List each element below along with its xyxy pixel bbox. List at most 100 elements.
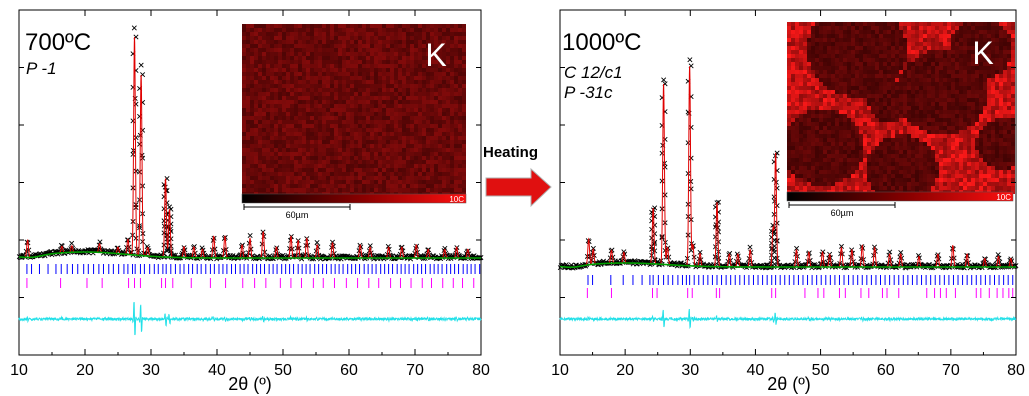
map-pixel [919, 78, 923, 82]
map-pixel [250, 124, 254, 128]
map-pixel [322, 48, 326, 52]
map-pixel [346, 24, 350, 28]
map-pixel [386, 84, 390, 88]
map-pixel [438, 140, 442, 144]
map-pixel [847, 70, 851, 74]
map-pixel [338, 72, 342, 76]
map-pixel [294, 96, 298, 100]
map-pixel [979, 118, 983, 122]
map-pixel [322, 88, 326, 92]
map-pixel [394, 184, 398, 188]
map-pixel [795, 58, 799, 62]
map-pixel [911, 126, 915, 130]
map-pixel [791, 146, 795, 150]
map-pixel [827, 118, 831, 122]
map-pixel [406, 76, 410, 80]
map-pixel [454, 60, 458, 64]
map-pixel [871, 122, 875, 126]
map-pixel [242, 144, 246, 148]
map-pixel [835, 102, 839, 106]
map-pixel [370, 164, 374, 168]
map-pixel [282, 60, 286, 64]
map-pixel [919, 94, 923, 98]
map-pixel [959, 90, 963, 94]
map-pixel [330, 36, 334, 40]
map-pixel [306, 88, 310, 92]
map-pixel [310, 28, 314, 32]
map-pixel [306, 148, 310, 152]
map-pixel [831, 98, 835, 102]
map-pixel [827, 86, 831, 90]
map-pixel [430, 96, 434, 100]
map-pixel [446, 64, 450, 68]
observed-point [97, 239, 103, 245]
map-pixel [855, 54, 859, 58]
map-pixel [823, 54, 827, 58]
map-pixel [975, 34, 979, 38]
map-pixel [951, 138, 955, 142]
map-pixel [450, 52, 454, 56]
map-pixel [446, 44, 450, 48]
map-pixel [318, 112, 322, 116]
map-pixel [863, 134, 867, 138]
map-pixel [362, 96, 366, 100]
map-pixel [326, 48, 330, 52]
map-pixel [819, 50, 823, 54]
map-pixel [847, 34, 851, 38]
map-pixel [430, 188, 434, 192]
map-pixel [406, 144, 410, 148]
map-pixel [330, 136, 334, 140]
map-pixel [871, 50, 875, 54]
map-pixel [831, 70, 835, 74]
map-pixel [462, 116, 466, 120]
map-pixel [963, 118, 967, 122]
map-pixel [290, 136, 294, 140]
map-pixel [274, 164, 278, 168]
map-pixel [298, 60, 302, 64]
map-pixel [855, 138, 859, 142]
map-pixel [386, 148, 390, 152]
map-pixel [422, 76, 426, 80]
map-pixel [999, 110, 1003, 114]
map-pixel [422, 24, 426, 28]
map-pixel [366, 164, 370, 168]
map-pixel [963, 34, 967, 38]
map-pixel [807, 142, 811, 146]
map-pixel [899, 118, 903, 122]
map-pixel [306, 128, 310, 132]
map-pixel [354, 24, 358, 28]
map-pixel [346, 152, 350, 156]
map-pixel [266, 80, 270, 84]
map-pixel [282, 76, 286, 80]
map-pixel [258, 80, 262, 84]
map-pixel [851, 38, 855, 42]
map-pixel [242, 152, 246, 156]
map-pixel [430, 88, 434, 92]
map-pixel [274, 100, 278, 104]
map-pixel [274, 48, 278, 52]
map-pixel [975, 86, 979, 90]
map-pixel [246, 96, 250, 100]
map-pixel [999, 138, 1003, 142]
map-pixel [947, 114, 951, 118]
map-pixel [791, 50, 795, 54]
map-pixel [847, 58, 851, 62]
map-pixel [967, 142, 971, 146]
map-pixel [983, 58, 987, 62]
map-pixel [458, 136, 462, 140]
map-pixel [374, 188, 378, 192]
map-pixel [1011, 110, 1015, 114]
map-pixel [430, 116, 434, 120]
map-pixel [350, 36, 354, 40]
map-pixel [446, 96, 450, 100]
map-pixel [871, 138, 875, 142]
map-pixel [350, 184, 354, 188]
map-pixel [458, 56, 462, 60]
map-pixel [815, 134, 819, 138]
map-pixel [995, 134, 999, 138]
map-pixel [859, 110, 863, 114]
map-pixel [286, 64, 290, 68]
map-pixel [418, 40, 422, 44]
map-pixel [891, 114, 895, 118]
map-pixel [406, 60, 410, 64]
